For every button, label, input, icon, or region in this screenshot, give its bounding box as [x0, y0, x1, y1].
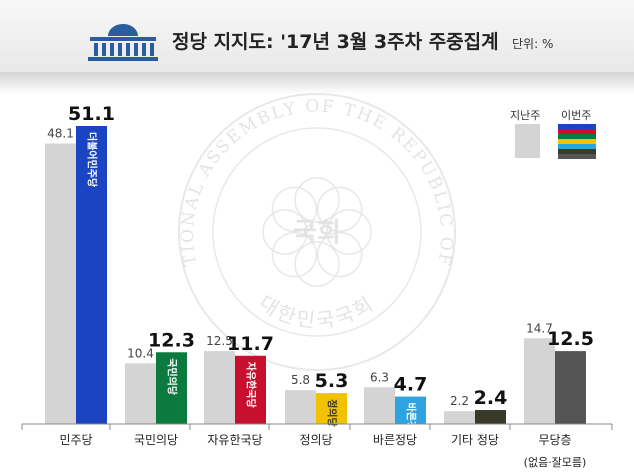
value-label-current-0: 51.1 [68, 103, 115, 125]
bar-previous-0 [45, 143, 76, 424]
national-assembly-icon [88, 24, 158, 61]
watermark-seal-text: 국회 [293, 218, 341, 248]
legend-current-swatch-5 [558, 149, 596, 154]
bar-previous-6 [524, 338, 555, 424]
bar-current-4 [395, 396, 426, 424]
bar-party-logo-4: 바른정당 [405, 403, 418, 441]
legend-current-label: 이번주 [561, 109, 592, 122]
bar-current-0 [76, 126, 107, 424]
watermark-petal [271, 186, 318, 233]
category-label-3: 정의당 [299, 433, 332, 447]
value-label-current-2: 11.7 [227, 333, 274, 355]
value-label-current-4: 4.7 [394, 374, 428, 396]
category-label-1: 국민의당 [134, 433, 178, 447]
value-label-previous-1: 10.4 [127, 346, 154, 360]
bar-previous-4 [364, 387, 395, 424]
category-sublabel-6: (없음·잘모름) [524, 456, 587, 469]
category-label-0: 민주당 [59, 433, 92, 447]
bar-party-logo-3: 정의당 [326, 399, 339, 427]
category-label-5: 기타 정당 [451, 433, 499, 447]
bar-previous-3 [285, 390, 316, 424]
category-label-2: 자유한국당 [207, 433, 262, 447]
watermark-inner-ring [212, 127, 422, 337]
legend-previous-label: 지난주 [510, 109, 541, 122]
watermark-petal [316, 231, 363, 278]
legend-current-swatch-2 [558, 134, 596, 139]
legend-previous-swatch [515, 124, 540, 158]
bar-current-6 [555, 351, 586, 424]
value-label-previous-2: 12.5 [206, 334, 233, 348]
legend-current-swatch-4 [558, 144, 596, 149]
bar-party-logo-1: 국민의당 [166, 358, 179, 396]
value-label-previous-6: 14.7 [526, 321, 553, 335]
watermark-outer-ring [178, 93, 456, 371]
bar-party-logo-2: 자유한국당 [245, 362, 258, 409]
value-label-current-1: 12.3 [148, 329, 195, 351]
legend-current-swatch-3 [558, 139, 596, 144]
bar-previous-2 [204, 351, 235, 424]
watermark-petal [326, 209, 372, 255]
bar-previous-5 [444, 411, 475, 424]
category-label-6: 무당층 [538, 433, 571, 447]
watermark-petal [271, 231, 318, 278]
watermark-petal [294, 241, 340, 287]
value-label-previous-5: 2.2 [450, 394, 469, 408]
legend-current-swatch-6 [558, 154, 596, 159]
bar-current-3 [316, 393, 347, 424]
bar-previous-1 [125, 363, 156, 424]
value-label-previous-4: 6.3 [370, 370, 389, 384]
watermark-petal [262, 209, 308, 255]
value-label-previous-3: 5.8 [291, 373, 310, 387]
header-divider [0, 72, 634, 94]
value-label-current-3: 5.3 [315, 370, 349, 392]
bar-current-2 [235, 355, 266, 424]
value-label-previous-0: 48.1 [47, 126, 74, 140]
bar-party-logo-0: 더불어민주당 [86, 132, 99, 188]
unit-label: 단위: % [512, 37, 554, 51]
legend-current-swatch-0 [558, 124, 596, 129]
watermark-petal [294, 177, 340, 223]
bar-current-5 [475, 410, 506, 424]
watermark-petal [316, 186, 363, 233]
value-label-current-5: 2.4 [474, 387, 508, 409]
bar-current-1 [156, 352, 187, 424]
value-label-current-6: 12.5 [547, 328, 594, 350]
category-label-4: 바른정당 [373, 433, 417, 447]
chart-title: 정당 지지도: '17년 3월 3주차 주중집계 [172, 31, 499, 53]
legend-current-swatch-1 [558, 129, 596, 134]
